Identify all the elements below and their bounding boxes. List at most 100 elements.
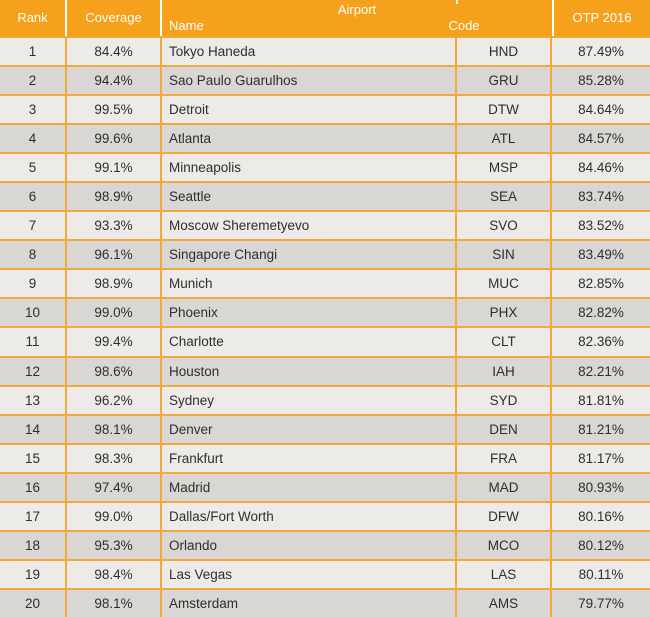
rank-cell: 13: [0, 386, 67, 414]
rank-cell: 5: [0, 154, 67, 182]
coverage-cell: 98.6%: [67, 357, 162, 385]
column-header-code: Code: [448, 18, 480, 33]
header-divider-tick: [456, 0, 458, 4]
airport-name-cell: Tokyo Haneda: [162, 38, 457, 66]
coverage-cell: 99.1%: [67, 154, 162, 182]
column-header-otp-2016: OTP 2016: [572, 10, 632, 25]
airport-name-cell: Phoenix: [162, 299, 457, 327]
rank-cell: 10: [0, 299, 67, 327]
airport-name-cell: Sao Paulo Guarulhos: [162, 67, 457, 95]
airport-name-cell: Detroit: [162, 96, 457, 124]
table-row: 7 93.3% Moscow Sheremetyevo SVO 83.52%: [0, 210, 650, 240]
table-row: 19 98.4% Las Vegas LAS 80.11%: [0, 558, 650, 588]
airport-code-cell: PHX: [457, 299, 552, 327]
table-row: 15 98.3% Frankfurt FRA 81.17%: [0, 442, 650, 472]
rank-cell: 20: [0, 589, 67, 617]
otp-cell: 79.77%: [578, 595, 624, 611]
coverage-cell: 93.3%: [67, 212, 162, 240]
table-row: 4 99.6% Atlanta ATL 84.57%: [0, 123, 650, 153]
otp-cell: 80.11%: [578, 566, 624, 582]
coverage-cell: 84.4%: [67, 38, 162, 66]
airport-name-cell: Sydney: [162, 386, 457, 414]
airport-code-cell: DFW: [457, 502, 552, 530]
table-row: 13 96.2% Sydney SYD 81.81%: [0, 384, 650, 414]
otp-cell: 83.74%: [578, 189, 624, 205]
airport-name-cell: Orlando: [162, 531, 457, 559]
column-header-name: Name: [169, 18, 204, 33]
otp-cell: 80.93%: [578, 479, 624, 495]
coverage-cell: 99.0%: [67, 299, 162, 327]
airport-code-cell: MCO: [457, 531, 552, 559]
airport-name-cell: Houston: [162, 357, 457, 385]
airport-name-cell: Denver: [162, 415, 457, 443]
airport-code-cell: DTW: [457, 96, 552, 124]
rank-cell: 8: [0, 241, 67, 269]
otp-cell: 82.21%: [578, 363, 624, 379]
otp-cell: 80.16%: [578, 508, 624, 524]
otp-cell: 82.36%: [578, 334, 624, 350]
coverage-cell: 99.0%: [67, 502, 162, 530]
otp-cell: 84.57%: [578, 131, 624, 147]
otp-cell: 82.82%: [578, 305, 624, 321]
airport-code-cell: AMS: [457, 589, 552, 617]
coverage-cell: 94.4%: [67, 67, 162, 95]
airport-name-cell: Minneapolis: [162, 154, 457, 182]
coverage-cell: 98.1%: [67, 589, 162, 617]
coverage-cell: 98.1%: [67, 415, 162, 443]
airport-name-cell: Atlanta: [162, 125, 457, 153]
column-header-rank: Rank: [0, 0, 67, 36]
coverage-cell: 96.1%: [67, 241, 162, 269]
rank-cell: 7: [0, 212, 67, 240]
otp-cell: 83.49%: [578, 247, 624, 263]
rank-cell: 17: [0, 502, 67, 530]
airport-code-cell: GRU: [457, 67, 552, 95]
table-row: 5 99.1% Minneapolis MSP 84.46%: [0, 152, 650, 182]
otp-cell: 81.81%: [578, 392, 624, 408]
table-row: 8 96.1% Singapore Changi SIN 83.49%: [0, 239, 650, 269]
coverage-cell: 99.4%: [67, 328, 162, 356]
table-row: 14 98.1% Denver DEN 81.21%: [0, 413, 650, 443]
airport-code-cell: MAD: [457, 473, 552, 501]
airport-code-cell: SIN: [457, 241, 552, 269]
coverage-cell: 96.2%: [67, 386, 162, 414]
rank-cell: 2: [0, 67, 67, 95]
table-row: 1 84.4% Tokyo Haneda HND 87.49%: [0, 36, 650, 66]
airport-name-cell: Munich: [162, 270, 457, 298]
airport-code-cell: DEN: [457, 415, 552, 443]
coverage-cell: 98.4%: [67, 560, 162, 588]
rank-cell: 19: [0, 560, 67, 588]
otp-cell: 81.21%: [578, 421, 624, 437]
rank-cell: 18: [0, 531, 67, 559]
rank-cell: 1: [0, 38, 67, 66]
airport-name-cell: Singapore Changi: [162, 241, 457, 269]
otp-cell: 84.46%: [578, 160, 624, 176]
airport-code-cell: FRA: [457, 444, 552, 472]
table-row: 10 99.0% Phoenix PHX 82.82%: [0, 297, 650, 327]
coverage-cell: 99.5%: [67, 96, 162, 124]
airport-code-cell: SYD: [457, 386, 552, 414]
airport-code-cell: HND: [457, 38, 552, 66]
column-header-airport-group: Airport Name Code: [162, 0, 554, 36]
column-header-airport: Airport: [337, 2, 377, 17]
coverage-cell: 98.9%: [67, 270, 162, 298]
table-row: 18 95.3% Orlando MCO 80.12%: [0, 529, 650, 559]
otp-cell: 87.49%: [578, 44, 624, 60]
airport-name-cell: Charlotte: [162, 328, 457, 356]
airport-subheader-row: Name Code: [162, 18, 552, 36]
rank-cell: 12: [0, 357, 67, 385]
airport-name-cell: Las Vegas: [162, 560, 457, 588]
otp-cell: 83.52%: [578, 218, 624, 234]
rank-cell: 9: [0, 270, 67, 298]
table-row: 20 98.1% Amsterdam AMS 79.77%: [0, 587, 650, 617]
rank-cell: 15: [0, 444, 67, 472]
table-row: 12 98.6% Houston IAH 82.21%: [0, 355, 650, 385]
airport-code-cell: MUC: [457, 270, 552, 298]
table-body: 1 84.4% Tokyo Haneda HND 87.49% 2 94.4% …: [0, 36, 650, 617]
airport-name-cell: Moscow Sheremetyevo: [162, 212, 457, 240]
otp-cell: 82.85%: [578, 276, 624, 292]
rank-cell: 11: [0, 328, 67, 356]
table-header: Rank Coverage Airport Name Code OTP 2016: [0, 0, 650, 36]
airport-name-cell: Frankfurt: [162, 444, 457, 472]
coverage-cell: 95.3%: [67, 531, 162, 559]
